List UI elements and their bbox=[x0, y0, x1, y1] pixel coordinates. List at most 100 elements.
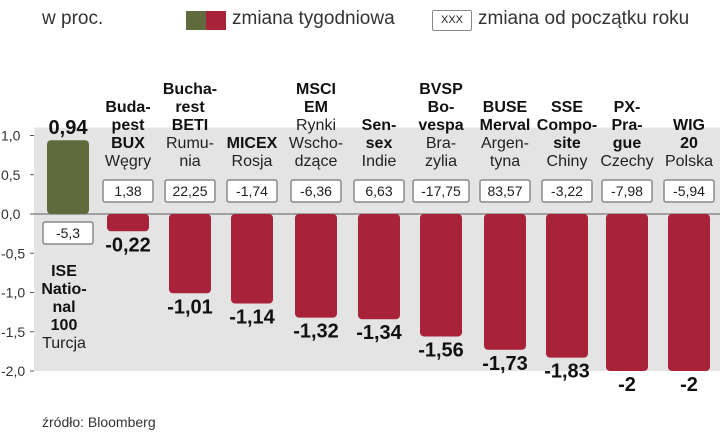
legend-ytd-label: zmiana od początku roku bbox=[478, 8, 690, 29]
bar-value-label: -2 bbox=[680, 374, 698, 396]
ytd-value-label: 22,25 bbox=[172, 183, 207, 199]
y-tick-label: -0,5 bbox=[1, 245, 25, 261]
bar-value-label: 0,94 bbox=[49, 117, 89, 139]
ytd-box bbox=[412, 179, 470, 203]
bar-value-label: -1,56 bbox=[418, 339, 464, 361]
category-index-label: WIG bbox=[673, 117, 705, 134]
legend-ytd-box: XXX bbox=[432, 10, 472, 31]
category-index-label: Natio- bbox=[41, 281, 86, 298]
category-country-label: Węgry bbox=[105, 153, 151, 170]
category-country-label: Polska bbox=[665, 153, 713, 170]
category-index-label: EM bbox=[304, 99, 328, 116]
bar-value-label: -0,22 bbox=[105, 234, 151, 256]
category-country-label: Wscho- bbox=[289, 135, 343, 152]
ytd-value-label: -1,74 bbox=[236, 183, 268, 199]
bar bbox=[546, 214, 588, 358]
category-country-label: Rynki bbox=[296, 117, 336, 134]
bar bbox=[169, 214, 211, 294]
legend-swatch-negative bbox=[206, 11, 226, 30]
category-index-label: Sen- bbox=[362, 117, 397, 134]
bar bbox=[107, 214, 149, 232]
category-country-label: Argen- bbox=[481, 135, 529, 152]
category-index-label: rest bbox=[175, 99, 205, 116]
category-index-label: Merval bbox=[480, 117, 531, 134]
bar bbox=[47, 140, 89, 214]
ytd-value-label: -7,98 bbox=[611, 183, 643, 199]
category-index-label: MICEX bbox=[227, 135, 278, 152]
ytd-box bbox=[42, 221, 94, 245]
category-country-label: Turcja bbox=[42, 335, 86, 352]
category-index-label: site bbox=[553, 135, 581, 152]
bar-value-label: -1,73 bbox=[482, 353, 528, 375]
category-index-label: gue bbox=[613, 135, 642, 152]
category-country-label: Rosja bbox=[232, 153, 273, 170]
category-index-label: BUX bbox=[111, 135, 145, 152]
ytd-value-label: -5,3 bbox=[56, 225, 80, 241]
unit-label: w proc. bbox=[42, 8, 104, 29]
ytd-value-label: 6,63 bbox=[365, 183, 392, 199]
ytd-box bbox=[226, 179, 278, 203]
legend-weekly-label: zmiana tygodniowa bbox=[232, 8, 395, 29]
y-tick-label: 0,0 bbox=[1, 206, 21, 222]
category-country-label: Rumu- bbox=[166, 135, 214, 152]
category-index-label: ISE bbox=[51, 263, 77, 280]
category-index-label: 20 bbox=[680, 135, 698, 152]
legend-swatch-positive bbox=[186, 11, 206, 30]
ytd-value-label: -6,36 bbox=[300, 183, 332, 199]
bar-value-label: -1,01 bbox=[167, 296, 213, 318]
ytd-value-label: -5,94 bbox=[673, 183, 705, 199]
bar-value-label: -1,32 bbox=[293, 321, 339, 343]
category-country-label: dzące bbox=[295, 153, 338, 170]
bar-value-label: -1,83 bbox=[544, 361, 590, 383]
category-country-label: nia bbox=[179, 153, 200, 170]
bar-value-label: -2 bbox=[618, 374, 636, 396]
category-index-label: MSCI bbox=[296, 81, 336, 98]
y-tick-label: -2,0 bbox=[1, 363, 25, 379]
category-index-label: BVSP bbox=[419, 81, 463, 98]
category-country-label: Czechy bbox=[600, 153, 653, 170]
bar bbox=[484, 214, 526, 350]
ytd-box bbox=[663, 179, 715, 203]
ytd-box bbox=[479, 179, 531, 203]
category-index-label: sex bbox=[366, 135, 393, 152]
ytd-value-label: -17,75 bbox=[421, 183, 461, 199]
category-index-label: nal bbox=[52, 299, 75, 316]
y-tick-label: 1,0 bbox=[1, 128, 21, 144]
ytd-box bbox=[164, 179, 216, 203]
category-index-label: Buda- bbox=[105, 99, 150, 116]
ytd-box bbox=[601, 179, 653, 203]
ytd-box bbox=[290, 179, 342, 203]
bar bbox=[231, 214, 273, 304]
category-index-label: SSE bbox=[551, 99, 583, 116]
category-index-label: pest bbox=[112, 117, 146, 134]
ytd-value-label: 1,38 bbox=[114, 183, 141, 199]
legend-swatch-weekly bbox=[186, 11, 226, 30]
source-note: źródło: Bloomberg bbox=[42, 414, 156, 430]
bar bbox=[295, 214, 337, 318]
category-index-label: vespa bbox=[418, 117, 463, 134]
y-tick-label: 0,5 bbox=[1, 167, 21, 183]
category-index-label: 100 bbox=[51, 317, 78, 334]
y-tick-label: -1,0 bbox=[1, 285, 25, 301]
category-index-label: BUSE bbox=[483, 99, 528, 116]
y-tick-label: -1,5 bbox=[1, 324, 25, 340]
bar bbox=[668, 214, 710, 371]
category-country-label: tyna bbox=[490, 153, 520, 170]
bar bbox=[420, 214, 462, 337]
category-country-label: Indie bbox=[362, 153, 397, 170]
category-index-label: Bucha- bbox=[163, 81, 217, 98]
ytd-value-label: -3,22 bbox=[551, 183, 583, 199]
bar-value-label: -1,34 bbox=[356, 322, 402, 344]
bar bbox=[606, 214, 648, 371]
category-country-label: zylia bbox=[425, 153, 457, 170]
category-index-label: PX- bbox=[614, 99, 641, 116]
bar-value-label: -1,14 bbox=[229, 306, 275, 328]
ytd-box bbox=[541, 179, 593, 203]
ytd-box bbox=[102, 179, 154, 203]
category-country-label: Chiny bbox=[547, 153, 588, 170]
ytd-value-label: 83,57 bbox=[487, 183, 522, 199]
legend: w proc. zmiana tygodniowa XXX zmiana od … bbox=[0, 4, 720, 32]
category-index-label: Bo- bbox=[428, 99, 455, 116]
